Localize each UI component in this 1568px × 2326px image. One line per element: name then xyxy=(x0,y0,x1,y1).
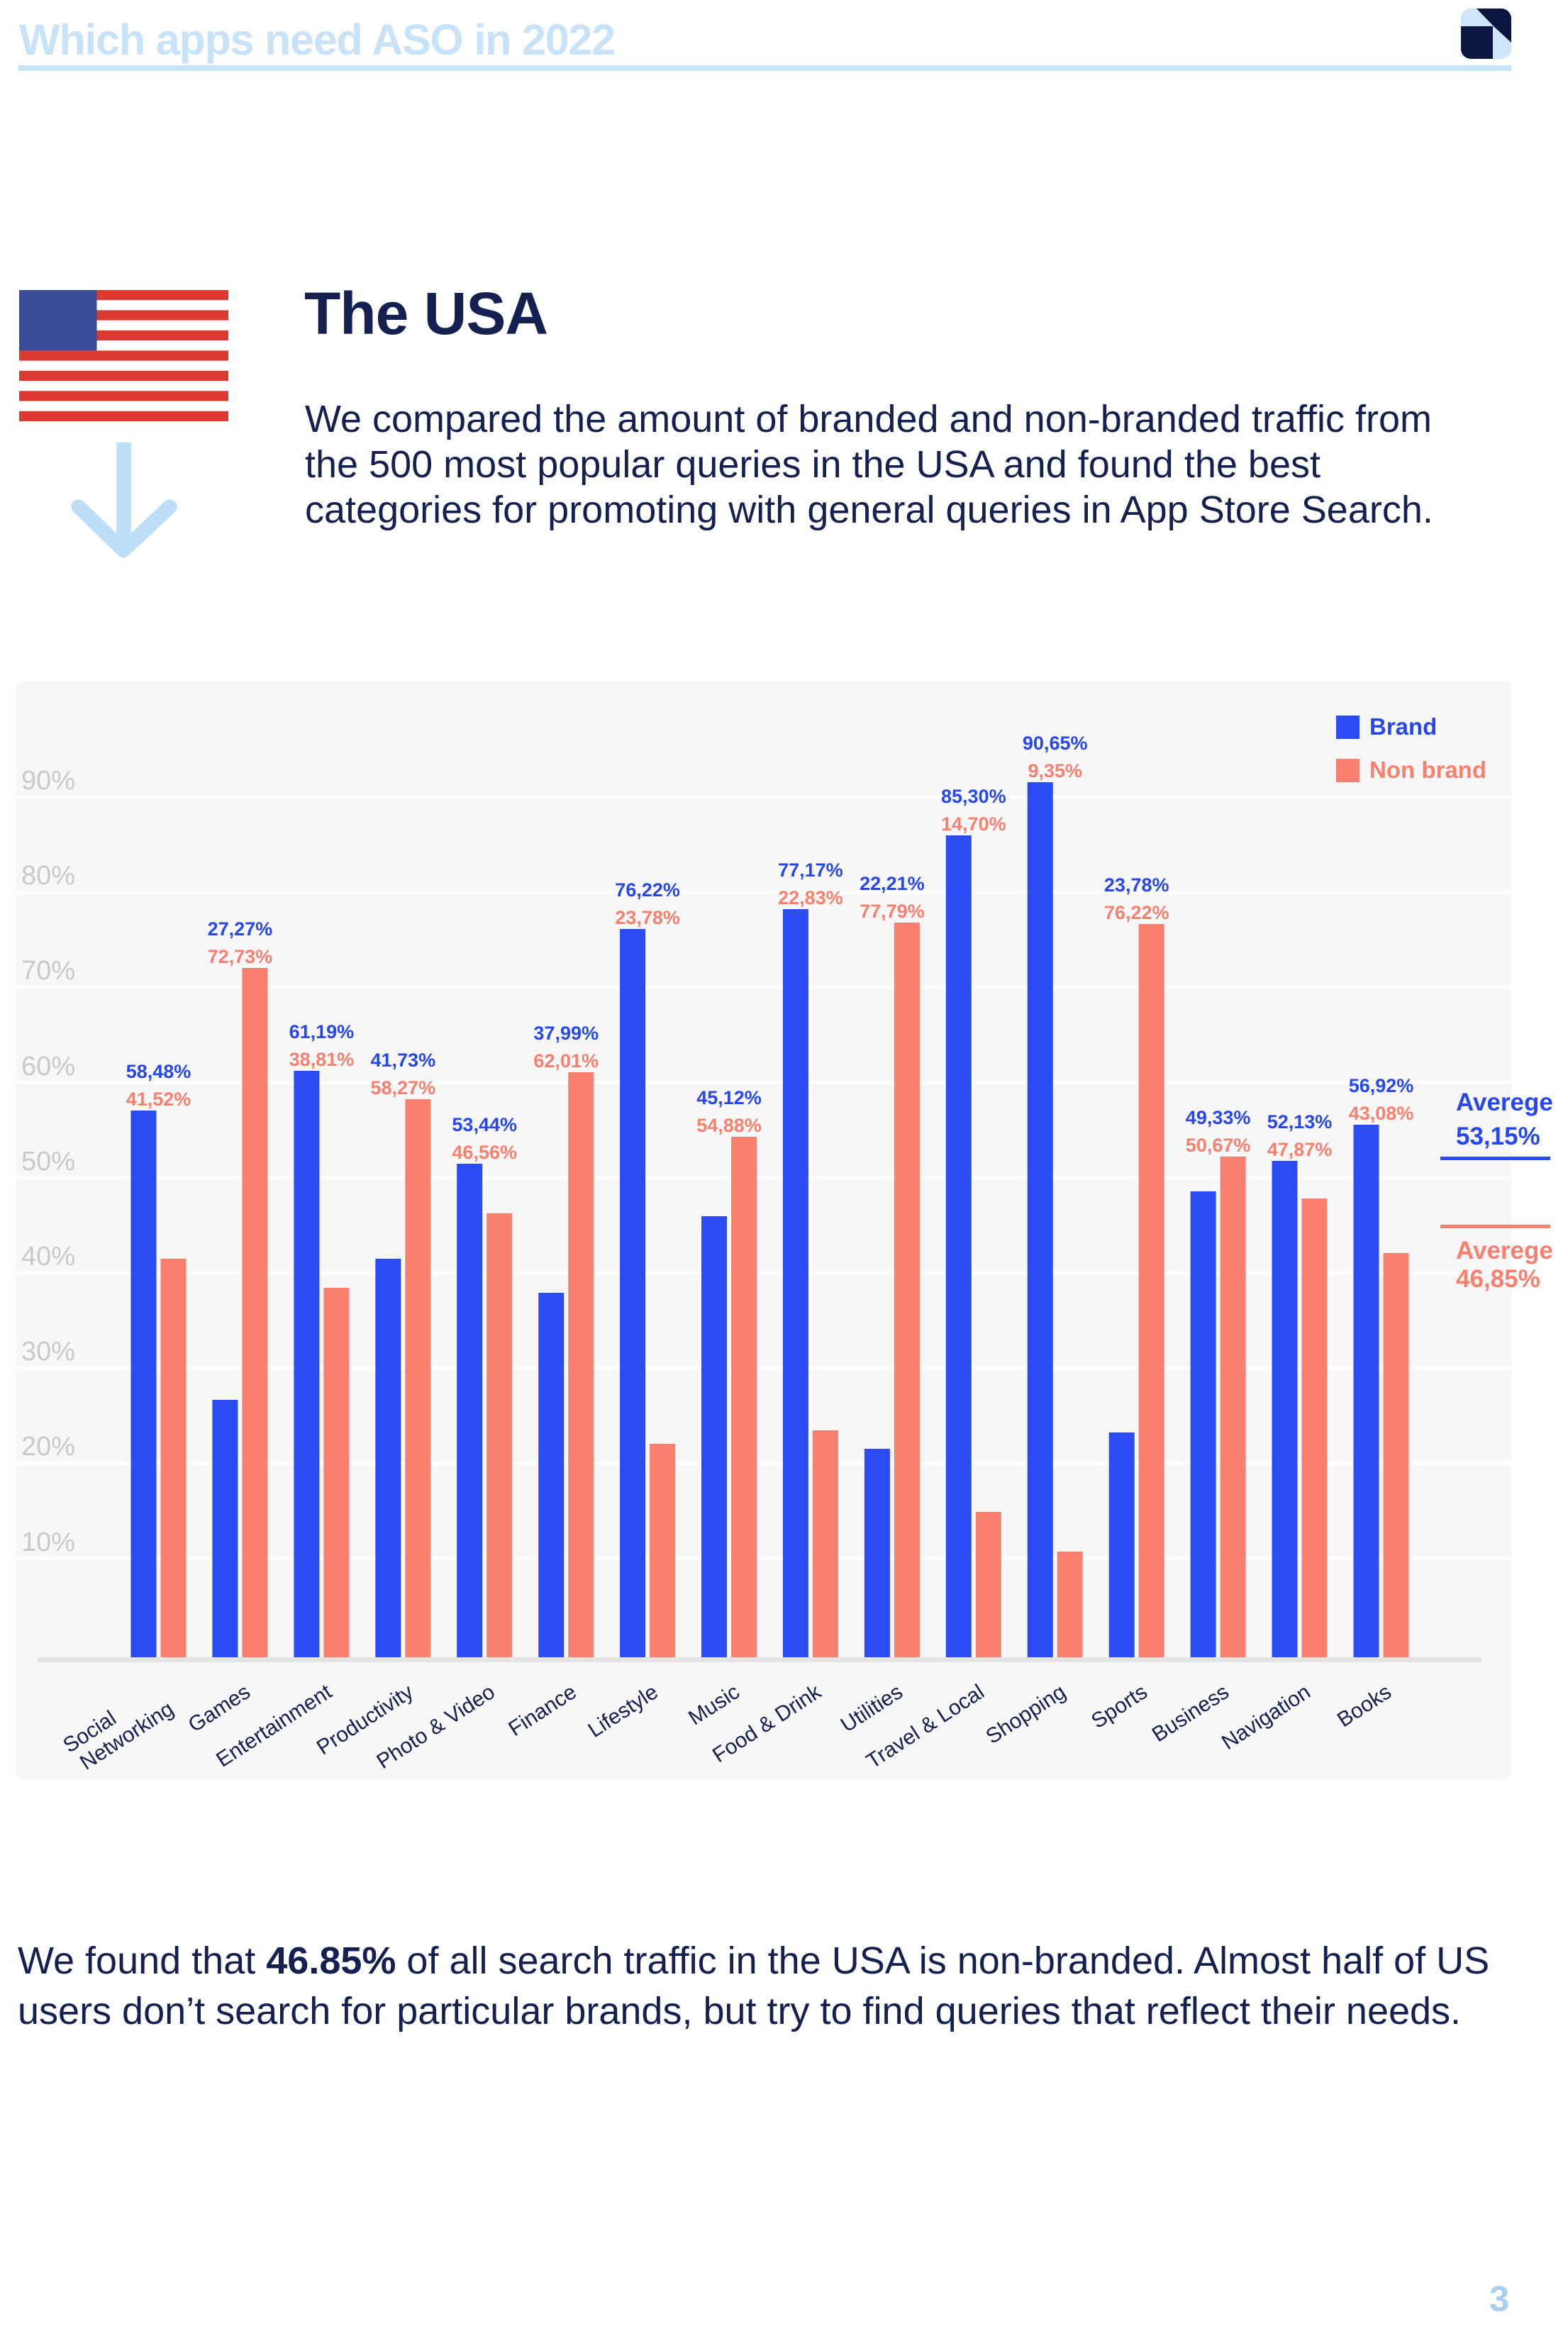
svg-text:46,56%: 46,56% xyxy=(452,1142,517,1163)
svg-text:50%: 50% xyxy=(21,1147,75,1176)
svg-text:Brand: Brand xyxy=(1369,713,1437,740)
svg-text:22,21%: 22,21% xyxy=(860,873,925,894)
svg-text:10%: 10% xyxy=(21,1528,75,1557)
svg-text:Averege: Averege xyxy=(1456,1237,1553,1264)
svg-text:72,73%: 72,73% xyxy=(208,946,273,967)
svg-text:62,01%: 62,01% xyxy=(533,1050,599,1072)
svg-text:90%: 90% xyxy=(21,766,75,796)
svg-text:27,27%: 27,27% xyxy=(208,918,273,940)
svg-text:38,81%: 38,81% xyxy=(289,1049,355,1070)
svg-text:Non brand: Non brand xyxy=(1369,757,1486,783)
svg-text:77,17%: 77,17% xyxy=(778,859,843,881)
svg-text:56,92%: 56,92% xyxy=(1349,1075,1414,1096)
svg-text:14,70%: 14,70% xyxy=(941,813,1006,835)
svg-text:47,87%: 47,87% xyxy=(1267,1139,1333,1160)
svg-text:70%: 70% xyxy=(21,956,75,986)
svg-text:40%: 40% xyxy=(21,1242,75,1271)
svg-text:53,15%: 53,15% xyxy=(1456,1123,1540,1150)
svg-text:23,78%: 23,78% xyxy=(1104,874,1169,896)
svg-text:58,48%: 58,48% xyxy=(126,1061,191,1082)
svg-text:45,12%: 45,12% xyxy=(696,1087,762,1108)
svg-text:53,44%: 53,44% xyxy=(452,1114,517,1135)
svg-text:50,67%: 50,67% xyxy=(1186,1135,1251,1156)
svg-text:22,83%: 22,83% xyxy=(778,887,843,908)
svg-text:37,99%: 37,99% xyxy=(533,1023,599,1044)
svg-text:58,27%: 58,27% xyxy=(371,1077,436,1098)
svg-text:61,19%: 61,19% xyxy=(289,1021,355,1042)
svg-text:85,30%: 85,30% xyxy=(941,786,1006,807)
svg-text:46,85%: 46,85% xyxy=(1456,1265,1540,1293)
svg-text:80%: 80% xyxy=(21,861,75,891)
svg-text:20%: 20% xyxy=(21,1432,75,1462)
svg-text:90,65%: 90,65% xyxy=(1023,733,1088,754)
svg-text:54,88%: 54,88% xyxy=(696,1115,762,1136)
svg-text:76,22%: 76,22% xyxy=(1104,902,1169,923)
svg-text:41,52%: 41,52% xyxy=(126,1089,191,1110)
svg-text:49,33%: 49,33% xyxy=(1186,1107,1251,1128)
svg-text:76,22%: 76,22% xyxy=(615,879,680,901)
svg-text:9,35%: 9,35% xyxy=(1028,760,1082,781)
svg-text:77,79%: 77,79% xyxy=(860,901,925,922)
svg-text:52,13%: 52,13% xyxy=(1267,1111,1333,1133)
svg-text:23,78%: 23,78% xyxy=(615,907,680,928)
svg-text:41,73%: 41,73% xyxy=(371,1050,436,1071)
svg-text:30%: 30% xyxy=(21,1337,75,1367)
svg-text:Averege: Averege xyxy=(1456,1089,1553,1116)
svg-text:60%: 60% xyxy=(21,1052,75,1081)
svg-text:43,08%: 43,08% xyxy=(1349,1103,1414,1124)
